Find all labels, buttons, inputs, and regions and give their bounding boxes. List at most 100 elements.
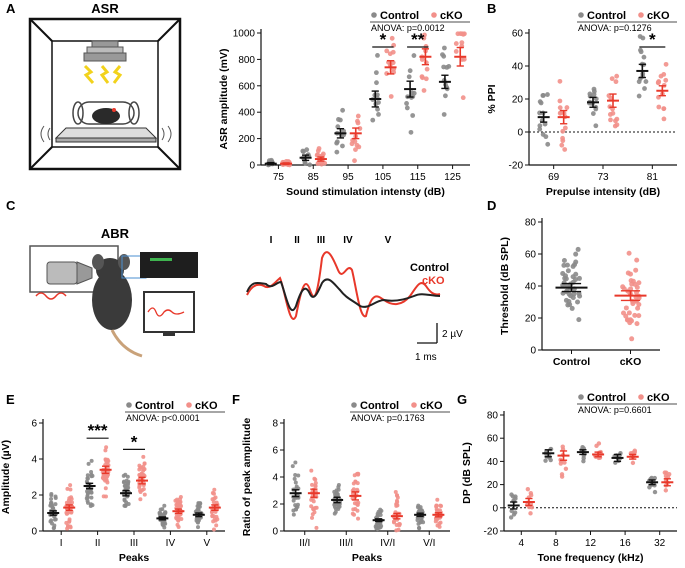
data-point (89, 495, 94, 500)
data-point (123, 503, 128, 508)
data-point (333, 506, 338, 511)
data-point (634, 321, 640, 327)
data-point (85, 494, 90, 499)
data-point (570, 263, 576, 269)
data-point (355, 487, 360, 492)
data-point (573, 259, 579, 265)
panel-letter-f: F (232, 392, 240, 407)
data-point (352, 139, 358, 144)
data-point (663, 488, 669, 493)
x-axis-label: Peaks (119, 552, 150, 564)
data-point (137, 485, 142, 490)
data-point (577, 293, 583, 299)
data-point (375, 106, 380, 112)
data-point (557, 110, 563, 116)
y-tick-label: 20 (487, 480, 499, 491)
data-point (215, 517, 220, 522)
data-point (174, 497, 179, 502)
data-point (661, 106, 667, 112)
data-point (351, 487, 356, 492)
data-point (312, 476, 317, 481)
y-axis-label: Threshold (dB SPL) (499, 237, 511, 335)
scale-bar-voltage: 2 µV (442, 329, 463, 340)
data-point (378, 513, 383, 518)
y-tick-label: -20 (484, 527, 499, 538)
data-point (587, 91, 593, 97)
legend-label-cko: cKO (420, 400, 443, 412)
x-tick-label: cKO (620, 356, 642, 368)
chart-a: 0 200 400 600 800 1000 75 85 95 105 115 125 Sound st… (218, 10, 470, 198)
data-point (211, 527, 216, 532)
significance-label: *** (88, 421, 108, 440)
data-point (85, 476, 90, 481)
data-point (632, 449, 637, 455)
data-point (562, 125, 568, 131)
data-point (652, 489, 658, 495)
data-point (291, 512, 296, 517)
data-point (636, 313, 642, 319)
data-point (374, 92, 380, 98)
data-point (211, 519, 216, 524)
data-point (336, 483, 341, 488)
data-point (408, 129, 414, 135)
abr-title: ABR (101, 226, 130, 241)
x-tick-label: V (203, 538, 210, 549)
data-point (311, 499, 316, 504)
data-point (563, 466, 569, 471)
data-point (439, 503, 444, 508)
data-point (455, 31, 461, 37)
x-tick-label: 75 (273, 172, 285, 183)
data-point (632, 312, 638, 318)
y-tick-label: 0 (249, 161, 255, 172)
data-point (162, 503, 167, 508)
data-point (437, 524, 442, 529)
data-point (613, 79, 619, 85)
data-point (121, 473, 126, 478)
data-point (512, 510, 518, 515)
data-point (177, 504, 182, 509)
legend-label-cko: cKO (440, 10, 463, 22)
data-point (196, 508, 201, 513)
data-point (424, 66, 430, 72)
data-point (459, 31, 465, 37)
data-point (355, 471, 360, 476)
data-point (558, 461, 564, 466)
data-point (565, 268, 571, 274)
data-point (543, 134, 549, 140)
data-point (608, 117, 613, 123)
x-tick-label: 125 (444, 172, 461, 183)
x-tick-label: 95 (343, 172, 355, 183)
legend-label-cko: cKO (195, 400, 218, 412)
data-point (434, 503, 439, 508)
data-point (105, 474, 110, 479)
significance-label: ** (411, 30, 425, 49)
data-point (630, 301, 636, 307)
data-point (374, 80, 379, 86)
data-point (336, 487, 341, 492)
data-point (301, 149, 306, 155)
data-point (195, 520, 200, 525)
data-point (626, 250, 632, 256)
data-point (85, 489, 90, 494)
data-point (614, 73, 620, 79)
y-tick-label: 800 (238, 55, 255, 66)
data-point (335, 124, 341, 130)
data-point (421, 88, 427, 93)
data-point (88, 502, 93, 507)
data-point (423, 76, 429, 82)
scale-bar-time: 1 ms (415, 352, 437, 363)
panel-letter-b: B (487, 1, 496, 16)
data-point (422, 32, 427, 38)
data-point (89, 470, 94, 475)
x-tick-label: IV (166, 538, 176, 549)
data-point (291, 498, 296, 503)
legend-label-control: Control (135, 400, 174, 412)
data-point (419, 508, 424, 513)
data-point (590, 111, 596, 116)
data-point (373, 70, 379, 76)
data-point (576, 317, 582, 323)
data-point (557, 98, 563, 104)
significance-label: * (649, 30, 656, 49)
data-point (542, 121, 548, 127)
data-point (158, 511, 163, 516)
